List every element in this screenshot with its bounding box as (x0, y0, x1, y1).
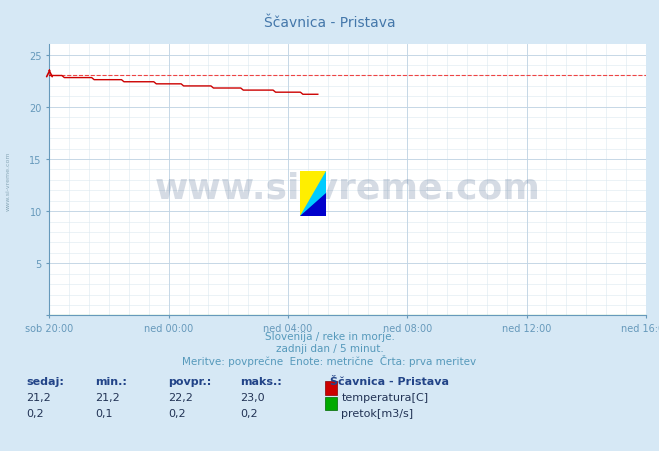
Text: www.si-vreme.com: www.si-vreme.com (155, 171, 540, 206)
Polygon shape (300, 194, 326, 216)
Text: 0,2: 0,2 (26, 408, 44, 418)
Text: 0,1: 0,1 (96, 408, 113, 418)
Polygon shape (300, 171, 326, 216)
Text: Ščavnica - Pristava: Ščavnica - Pristava (330, 377, 449, 387)
Text: 22,2: 22,2 (168, 392, 193, 402)
Text: 21,2: 21,2 (96, 392, 121, 402)
Text: maks.:: maks.: (241, 377, 282, 387)
Text: Ščavnica - Pristava: Ščavnica - Pristava (264, 16, 395, 30)
Text: sedaj:: sedaj: (26, 377, 64, 387)
Text: 21,2: 21,2 (26, 392, 51, 402)
Text: temperatura[C]: temperatura[C] (341, 392, 428, 402)
Text: pretok[m3/s]: pretok[m3/s] (341, 408, 413, 418)
Text: povpr.:: povpr.: (168, 377, 212, 387)
Text: 0,2: 0,2 (168, 408, 186, 418)
Text: min.:: min.: (96, 377, 127, 387)
Text: Meritve: povprečne  Enote: metrične  Črta: prva meritev: Meritve: povprečne Enote: metrične Črta:… (183, 354, 476, 366)
Polygon shape (300, 171, 326, 216)
Text: www.si-vreme.com: www.si-vreme.com (5, 151, 11, 210)
Text: 23,0: 23,0 (241, 392, 265, 402)
Text: zadnji dan / 5 minut.: zadnji dan / 5 minut. (275, 343, 384, 353)
Text: 0,2: 0,2 (241, 408, 258, 418)
Text: Slovenija / reke in morje.: Slovenija / reke in morje. (264, 331, 395, 341)
